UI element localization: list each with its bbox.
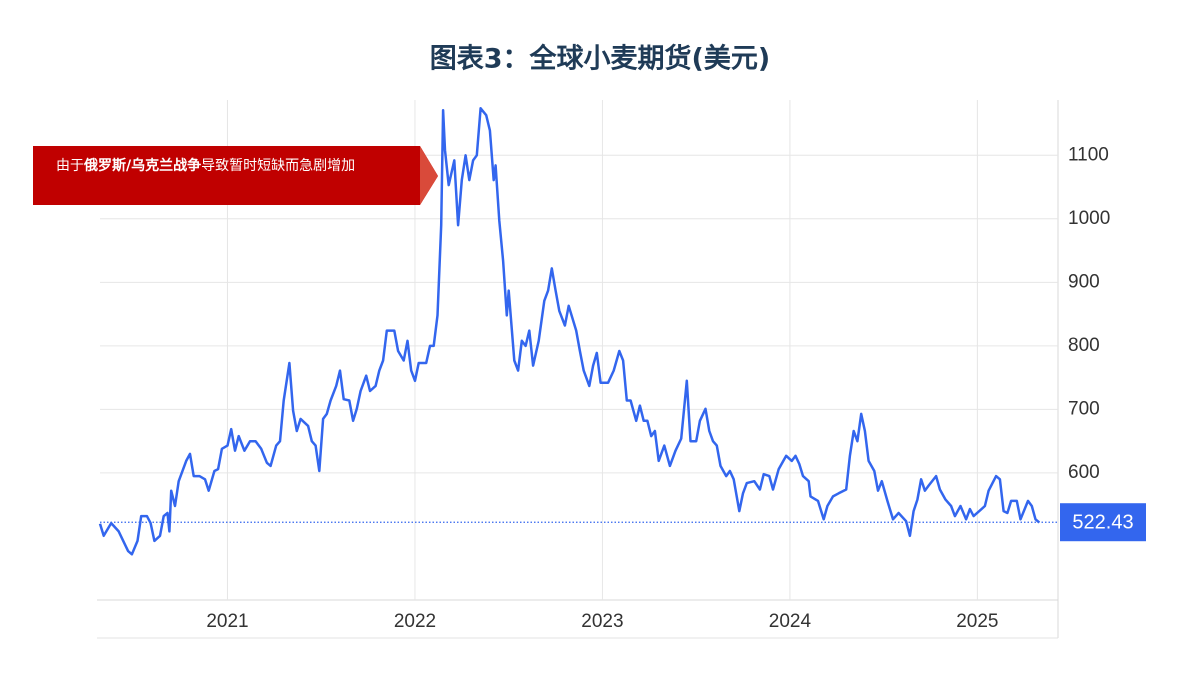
x-tick-label: 2023 — [581, 611, 623, 632]
annotation-part: 由于 — [56, 158, 84, 174]
chart-title: 图表3：全球小麦期货(美元) — [430, 43, 770, 75]
annotation-part: 俄罗斯/乌克兰战争 — [83, 157, 201, 174]
annotation: 由于俄罗斯/乌克兰战争导致暂时短缺而急剧增加 — [33, 146, 438, 205]
price-line — [98, 107, 1041, 556]
y-tick-label: 1100 — [1068, 144, 1109, 165]
x-tick-label: 2025 — [956, 611, 998, 632]
last-value-label: 522.43 — [1072, 511, 1133, 533]
last-value-box — [1060, 503, 1146, 542]
y-tick-label: 700 — [1068, 398, 1100, 419]
x-tick-label: 2022 — [394, 611, 436, 632]
annotation-part: 导致暂时短缺而急剧增加 — [201, 158, 355, 174]
x-tick-label: 2021 — [206, 611, 248, 632]
x-tick-label: 2024 — [769, 611, 812, 632]
y-tick-label: 600 — [1068, 462, 1100, 483]
y-tick-label: 1000 — [1068, 208, 1110, 229]
y-tick-label: 900 — [1068, 271, 1100, 292]
annotation-arrow — [420, 146, 438, 205]
annotation-text: 由于俄罗斯/乌克兰战争导致暂时短缺而急剧增加 — [56, 157, 355, 174]
y-tick-label: 800 — [1068, 335, 1100, 356]
annotation-box — [33, 146, 438, 205]
